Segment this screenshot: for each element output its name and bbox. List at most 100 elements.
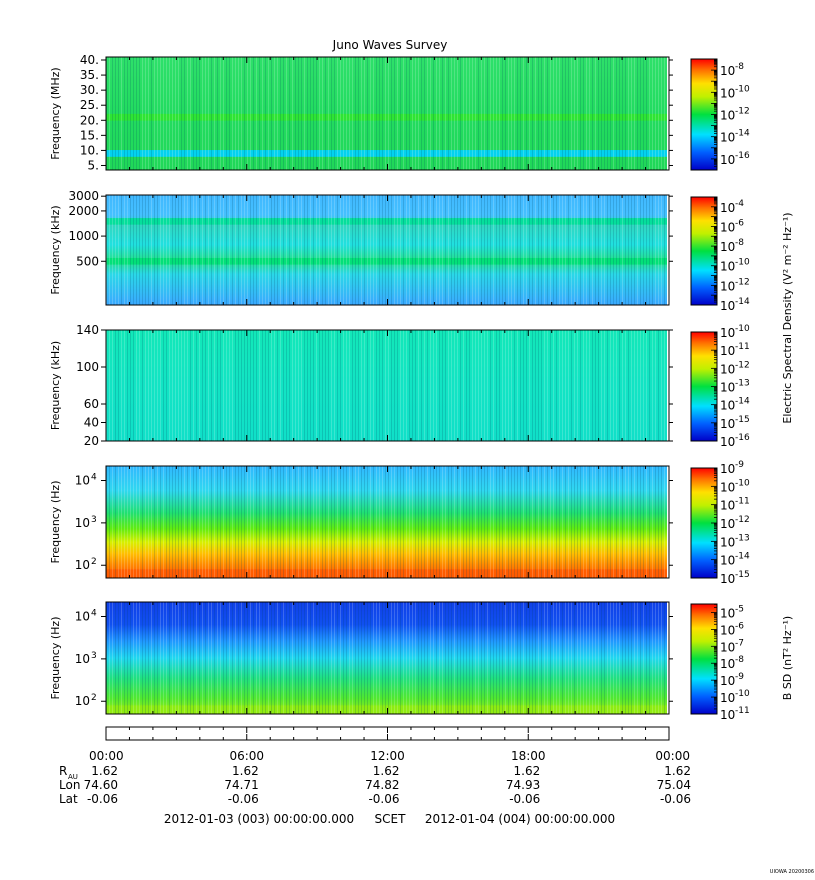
- colorbar-tick-3-1: 10: [720, 326, 735, 340]
- colorbar-label-magnetic-text: B SD (nT² Hz⁻¹): [781, 616, 794, 700]
- colorbar-tick-5-6: 10: [720, 691, 735, 705]
- ephemeris-row-sublabel-1: AU: [68, 773, 78, 781]
- ephemeris-value-3-2: -0.06: [228, 792, 259, 806]
- spectrogram-texture-1: [106, 57, 668, 170]
- colorbar-tick-exponent-2-5: -12: [735, 277, 750, 287]
- colorbar-tick-2-2: 10: [720, 220, 735, 234]
- colorbar-tick-4-7: 10: [720, 572, 735, 586]
- colorbar-tick-5-3: 10: [720, 640, 735, 654]
- ephemeris-row-label-2: Lon: [59, 778, 80, 792]
- ephemeris-value-2-4: 74.93: [506, 778, 540, 792]
- colorbar-tick-exponent-1-3: -12: [735, 107, 750, 117]
- y-tick-label-5-1: 10: [75, 694, 90, 708]
- colorbar-tick-exponent-3-4: -13: [735, 379, 750, 389]
- y-tick-label-1-2: 10.: [80, 143, 99, 157]
- colorbar-label-electric: Electric Spectral Density (V² m⁻² Hz⁻¹): [781, 212, 794, 423]
- y-tick-label-1-1: 5.: [88, 158, 99, 172]
- colorbar-tick-exponent-5-4: -8: [735, 655, 744, 665]
- colorbar-tick-exponent-4-5: -13: [735, 533, 750, 543]
- ephemeris-value-3-1: -0.06: [87, 792, 118, 806]
- y-tick-label-5-2: 10: [75, 652, 90, 666]
- colorbar-tick-2-6: 10: [720, 299, 735, 313]
- panel-2: Frequency (kHz) 50010002000300010-410-610…: [49, 189, 750, 313]
- colorbar-tick-3-6: 10: [720, 417, 735, 431]
- ephemeris-value-3-3: -0.06: [368, 792, 399, 806]
- colorbar-tick-1-4: 10: [720, 131, 735, 145]
- y-tick-label-3-3: 60: [84, 397, 99, 411]
- y-tick-label-4-3: 10: [75, 474, 90, 488]
- colorbar-tick-1-3: 10: [720, 109, 735, 123]
- time-label-5: 00:00: [655, 749, 690, 763]
- colorbar-tick-1-1: 10: [720, 64, 735, 78]
- ephemeris-value-2-1: 74.60: [84, 778, 118, 792]
- colorbar-tick-exponent-3-2: -11: [735, 342, 750, 352]
- feature-band-2-1: [106, 257, 669, 265]
- feature-band-1-2: [106, 150, 669, 157]
- ephemeris-table: 00:00 06:00 12:00 18:00 00:00 R AU 1.62 1.62 1.62…: [59, 749, 691, 806]
- colorbar-tick-2-4: 10: [720, 260, 735, 274]
- colorbar-tick-3-7: 10: [720, 435, 735, 449]
- colorbar-tick-4-3: 10: [720, 499, 735, 513]
- colorbar-tick-exponent-4-6: -14: [735, 552, 750, 562]
- spectrogram-texture-2: [106, 195, 668, 305]
- corner-stamp: UIOWA 20200306: [770, 869, 814, 875]
- y-tick-label-2-2: 1000: [68, 229, 99, 243]
- footer-start-time: 2012-01-03 (003) 00:00:00.000: [164, 812, 354, 826]
- y-tick-exponent-4-3: 4: [91, 473, 97, 483]
- colorbar-tick-exponent-2-2: -6: [735, 218, 744, 228]
- colorbar-tick-5-7: 10: [720, 708, 735, 722]
- y-axis-label-4: Frequency (Hz): [49, 481, 62, 564]
- colorbar-tick-exponent-5-2: -6: [735, 621, 744, 631]
- colorbar-tick-exponent-4-1: -9: [735, 460, 744, 470]
- y-tick-label-3-2: 40: [84, 416, 99, 430]
- y-axis-label-5: Frequency (Hz): [49, 617, 62, 700]
- time-label-1: 00:00: [89, 749, 124, 763]
- y-tick-label-3-1: 20: [84, 434, 99, 448]
- y-tick-label-4-1: 10: [75, 558, 90, 572]
- y-axis-label-3: Frequency (kHz): [49, 341, 62, 430]
- colorbar-label-electric-text: Electric Spectral Density (V² m⁻² Hz⁻¹): [781, 212, 794, 423]
- panel-1: Frequency (MHz) 5.10.15.20.25.30.35.40. 10…: [49, 53, 750, 172]
- colorbar-tick-1-5: 10: [720, 153, 735, 167]
- y-tick-label-2-3: 2000: [68, 204, 99, 218]
- colorbar-5: [690, 603, 718, 715]
- colorbar-tick-exponent-2-3: -8: [735, 238, 744, 248]
- colorbar-tick-exponent-4-3: -11: [735, 497, 750, 507]
- colorbar-tick-2-5: 10: [720, 279, 735, 293]
- ephemeris-value-3-4: -0.06: [509, 792, 540, 806]
- colorbar-tick-exponent-2-6: -14: [735, 297, 750, 307]
- colorbar-label-magnetic: B SD (nT² Hz⁻¹): [781, 616, 794, 700]
- colorbar-tick-5-2: 10: [720, 623, 735, 637]
- time-label-3: 12:00: [370, 749, 405, 763]
- colorbar-tick-exponent-4-2: -10: [735, 478, 750, 488]
- colorbar-2: [690, 196, 718, 306]
- time-label-4: 18:00: [511, 749, 546, 763]
- spectrogram-2: [106, 195, 669, 305]
- spectrogram-3: [106, 330, 669, 441]
- time-axis-ticks: [105, 727, 670, 740]
- colorbar-tick-3-5: 10: [720, 399, 735, 413]
- y-tick-label-3-4: 100: [76, 360, 99, 374]
- colorbar-tick-exponent-3-5: -14: [735, 397, 750, 407]
- colorbar-tick-exponent-2-1: -4: [735, 199, 744, 209]
- y-tick-label-4-2: 10: [75, 516, 90, 530]
- feature-band-1-1: [106, 113, 669, 121]
- ephemeris-value-2-5: 75.04: [657, 778, 691, 792]
- colorbar-tick-3-2: 10: [720, 344, 735, 358]
- ephemeris-row-label-1: R: [59, 764, 67, 778]
- colorbar-tick-5-1: 10: [720, 606, 735, 620]
- spectrogram-panels: Frequency (MHz) 5.10.15.20.25.30.35.40. 10…: [49, 53, 750, 722]
- colorbar-tick-4-2: 10: [720, 480, 735, 494]
- y-tick-label-2-1: 500: [76, 254, 99, 268]
- colorbar-tick-exponent-3-6: -15: [735, 415, 750, 425]
- colorbar-tick-2-3: 10: [720, 240, 735, 254]
- colorbar-tick-4-4: 10: [720, 517, 735, 531]
- colorbar-tick-5-4: 10: [720, 657, 735, 671]
- colorbar-tick-1-2: 10: [720, 86, 735, 100]
- ephemeris-value-1-3: 1.62: [373, 764, 400, 778]
- ephemeris-value-1-2: 1.62: [232, 764, 259, 778]
- colorbar-tick-exponent-2-4: -10: [735, 258, 750, 268]
